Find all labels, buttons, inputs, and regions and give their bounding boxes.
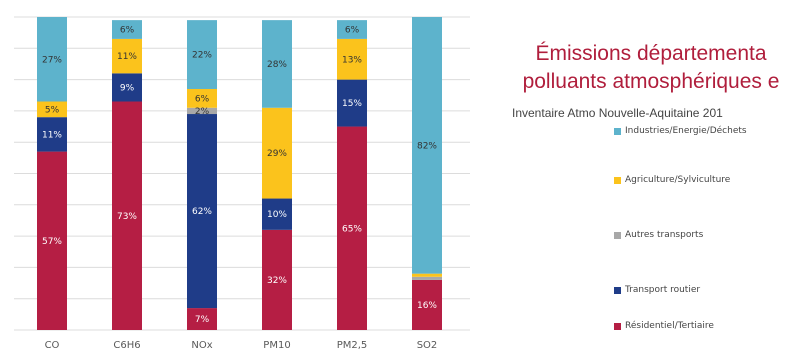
legend-label: Résidentiel/Tertiaire bbox=[625, 321, 714, 331]
data-label: 82% bbox=[417, 141, 437, 151]
legend-item: Transport routier bbox=[614, 285, 700, 295]
data-label: 7% bbox=[195, 315, 210, 325]
bar-segment-so2-0 bbox=[412, 279, 442, 330]
chart-title: Émissions départementa polluants atmosph… bbox=[486, 40, 800, 96]
bar-segment-pm25-4 bbox=[337, 20, 367, 39]
grid-lines bbox=[14, 16, 470, 331]
bar-segment-pm25-1 bbox=[337, 79, 367, 127]
bar-segment-c6h6-3 bbox=[112, 38, 142, 74]
bar-segment-pm25-3 bbox=[337, 38, 367, 80]
legend-swatch bbox=[614, 322, 621, 330]
bar-segment-pm10-4 bbox=[262, 20, 292, 108]
x-tick-label: NOx bbox=[191, 340, 212, 351]
bar-segment-nox-1 bbox=[187, 114, 217, 309]
legend-label: Autres transports bbox=[625, 230, 704, 240]
x-tick-label: C6H6 bbox=[113, 340, 140, 351]
legend-swatch bbox=[614, 286, 621, 294]
data-label: 2% bbox=[195, 107, 210, 117]
legend-item: Résidentiel/Tertiaire bbox=[614, 321, 714, 331]
x-axis-ticks: CO C6H6 NOx PM10 PM2,5 SO2 bbox=[45, 340, 438, 351]
stacked-bar-chart: 57% 11% 5% 27% 73% 9% 11% 6% 7% 62% 2% 6% 22% 32% 10% 2… bbox=[14, 16, 470, 351]
legend-swatch bbox=[614, 176, 621, 184]
data-label: 32% bbox=[267, 276, 287, 286]
legend-label: Transport routier bbox=[625, 285, 701, 295]
data-label: 15% bbox=[342, 99, 362, 109]
bar-segment-c6h6-1 bbox=[112, 73, 142, 102]
bar-segment-pm10-3 bbox=[262, 107, 292, 199]
legend-item: Autres transports bbox=[614, 230, 703, 240]
bar-segment-co-3 bbox=[37, 101, 67, 118]
legend-label: Agriculture/Sylviculture bbox=[625, 175, 731, 185]
chart-subtitle: Inventaire Atmo Nouvelle-Aquitaine 201 bbox=[512, 106, 723, 120]
chart-title-line-1: Émissions départementa bbox=[535, 42, 767, 65]
bar-segment-c6h6-4 bbox=[112, 20, 142, 39]
data-label: 73% bbox=[117, 212, 137, 222]
data-label: 57% bbox=[42, 237, 62, 247]
bar-segment-pm10-1 bbox=[262, 198, 292, 230]
legend-item: Agriculture/Sylviculture bbox=[614, 175, 730, 185]
data-label: 27% bbox=[42, 55, 62, 65]
data-label: 13% bbox=[342, 55, 362, 65]
x-tick-label: PM10 bbox=[263, 340, 290, 351]
data-label: 10% bbox=[267, 210, 287, 220]
bar-segment-co-0 bbox=[37, 151, 67, 330]
bar-segment-nox-0 bbox=[187, 308, 217, 330]
data-label: 22% bbox=[192, 51, 212, 61]
bar-segment-so2-3 bbox=[412, 273, 442, 277]
data-label: 5% bbox=[45, 105, 60, 115]
bar-segment-so2-4 bbox=[412, 17, 442, 274]
bar-segment-c6h6-0 bbox=[112, 101, 142, 330]
chart-title-line-2: polluants atmosphériques e bbox=[522, 70, 780, 93]
x-tick-label: PM2,5 bbox=[337, 340, 368, 351]
data-label: 11% bbox=[42, 130, 62, 140]
data-labels: 57% 11% 5% 27% 73% 9% 11% 6% 7% 62% 2% 6% 22% 32% 10% 2… bbox=[42, 26, 437, 326]
bar-segment-nox-4 bbox=[187, 20, 217, 89]
data-label: 6% bbox=[120, 26, 135, 36]
bar-segment-nox-3 bbox=[187, 88, 217, 108]
data-label: 16% bbox=[417, 301, 437, 311]
bar-segment-co-1 bbox=[37, 117, 67, 152]
bar-segment-pm25-0 bbox=[337, 126, 367, 330]
legend-item: Industries/Energie/Déchets bbox=[614, 126, 747, 136]
data-label: 28% bbox=[267, 60, 287, 70]
data-label: 6% bbox=[195, 94, 210, 104]
bar-segment-co-4 bbox=[37, 17, 67, 102]
data-label: 11% bbox=[117, 52, 137, 62]
bars bbox=[37, 17, 442, 330]
bar-segment-pm10-0 bbox=[262, 229, 292, 330]
bar-segment-so2-2 bbox=[412, 276, 442, 280]
legend-label: Industries/Energie/Déchets bbox=[625, 126, 747, 136]
data-label: 62% bbox=[192, 207, 212, 217]
data-label: 29% bbox=[267, 149, 287, 159]
bar-segment-nox-2 bbox=[187, 107, 217, 115]
legend-swatch bbox=[614, 231, 621, 239]
x-tick-label: SO2 bbox=[417, 340, 438, 351]
data-label: 9% bbox=[120, 83, 135, 93]
data-label: 65% bbox=[342, 224, 362, 234]
legend-swatch bbox=[614, 127, 621, 135]
x-tick-label: CO bbox=[45, 340, 60, 351]
data-label: 6% bbox=[345, 26, 360, 36]
